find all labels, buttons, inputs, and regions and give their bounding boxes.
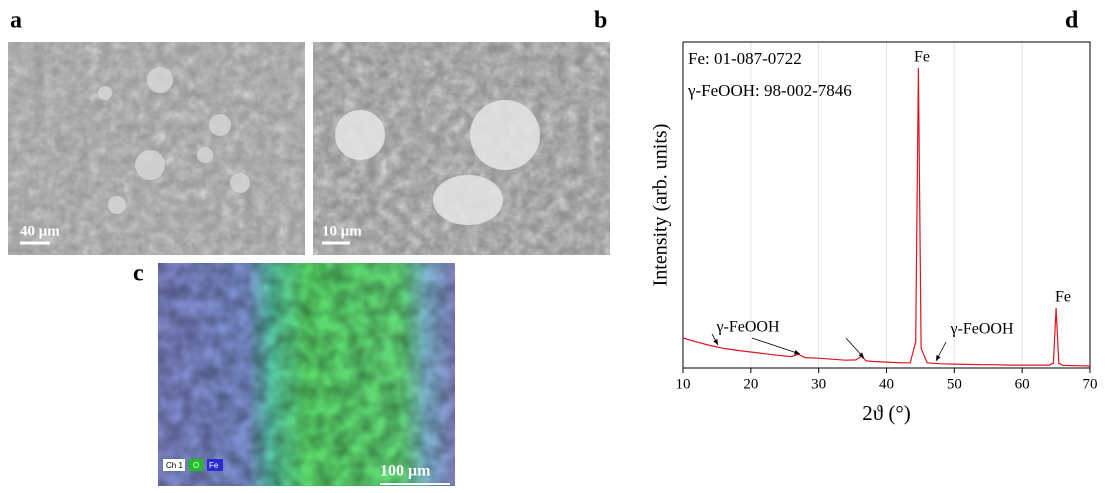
arrow-head bbox=[858, 352, 864, 358]
plot-frame bbox=[682, 41, 1091, 369]
legend-text: γ-FeOOH: 98-002-7846 bbox=[687, 81, 852, 100]
channel-label: Fe bbox=[209, 461, 219, 470]
xrd-chart: 10 20 30 40 50 60 70 2ϑ (°) Intensity (arb. unit… bbox=[650, 41, 1098, 425]
x-tick-label: 70 bbox=[1083, 376, 1098, 392]
legend-text: Fe: 01-087-0722 bbox=[688, 49, 802, 68]
arrow bbox=[751, 337, 801, 355]
arrow-head bbox=[794, 350, 800, 355]
x-tick-label: 30 bbox=[811, 376, 826, 392]
channel-box bbox=[189, 459, 203, 471]
channel-label: Ch 1 bbox=[166, 461, 183, 470]
x-tick-label: 10 bbox=[676, 376, 691, 392]
panel-letter: d bbox=[1065, 8, 1079, 34]
arrow-head bbox=[936, 355, 941, 361]
channel-box bbox=[207, 459, 223, 471]
y-axis-label: Intensity (arb. units) bbox=[650, 124, 672, 287]
channel-box bbox=[163, 459, 185, 471]
scale-label: 10 μm bbox=[322, 223, 362, 239]
arrow-head bbox=[713, 339, 718, 345]
x-tick-label: 50 bbox=[947, 376, 962, 392]
x-axis-label: 2ϑ (°) bbox=[862, 401, 911, 425]
panel-letter: b bbox=[594, 8, 607, 34]
flowers bbox=[335, 100, 540, 225]
panel-letter: c bbox=[133, 261, 144, 287]
scale-label: 100 μm bbox=[380, 463, 431, 480]
scale-label: 40 μm bbox=[20, 223, 60, 239]
eds-texture bbox=[158, 263, 455, 486]
particles bbox=[98, 67, 250, 214]
panel-letter: a bbox=[10, 8, 22, 34]
x-tick-label: 60 bbox=[1015, 376, 1030, 392]
x-tick-label: 40 bbox=[879, 376, 894, 392]
annotation: Fe bbox=[914, 49, 930, 66]
annotation: γ-FeOOH bbox=[949, 321, 1014, 338]
xrd-line bbox=[682, 68, 1091, 367]
x-tick-label: 20 bbox=[743, 376, 758, 392]
channel-label: O bbox=[193, 461, 199, 470]
annotation: Fe bbox=[1055, 289, 1071, 306]
annotation: γ-FeOOH bbox=[715, 319, 780, 336]
